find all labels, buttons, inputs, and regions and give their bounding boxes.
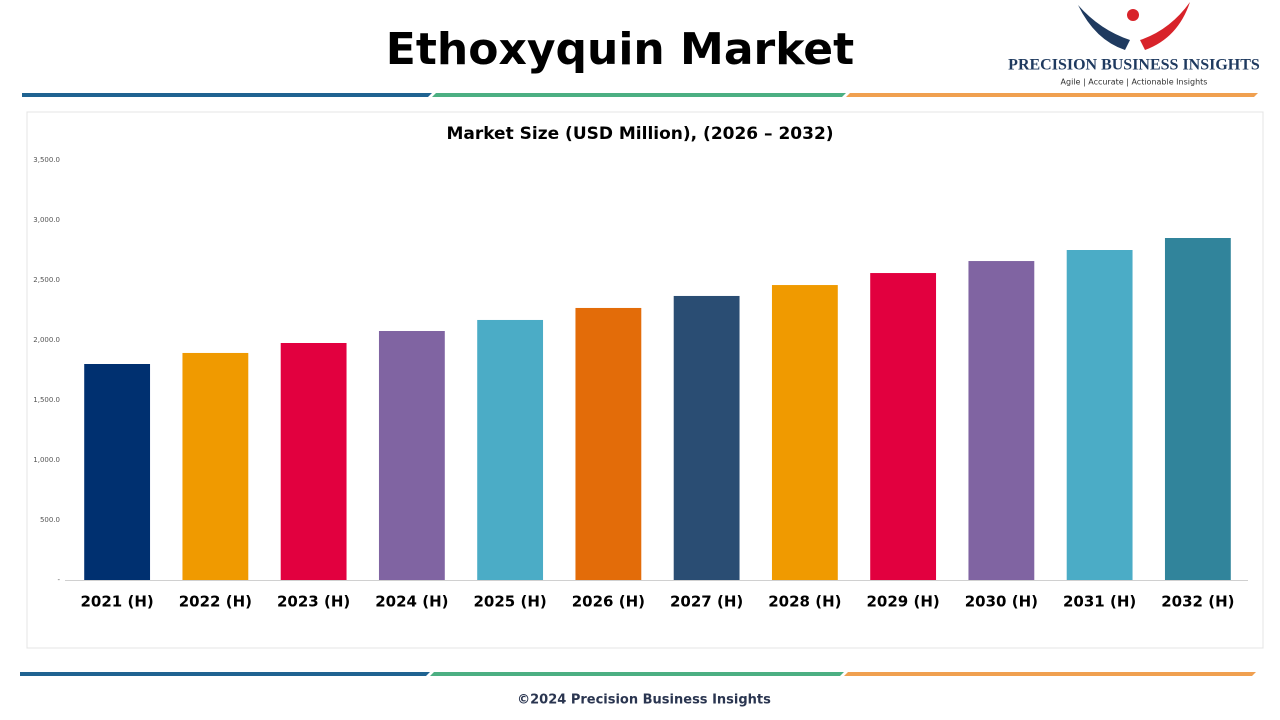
y-tick-label: 2,000.0 [33,336,60,344]
footer-copyright: ©2024 Precision Business Insights [517,693,771,708]
bar [84,364,151,580]
x-tick-label: 2024 (H) [375,593,448,611]
brand-tagline: Agile | Accurate | Actionable Insights [1061,78,1208,87]
x-tick-label: 2026 (H) [572,593,645,611]
x-tick-label: 2030 (H) [965,593,1038,611]
x-tick-label: 2023 (H) [277,593,350,611]
plot: - 500.0 1,000.0 1,500.0 2,000.0 2,500.0 3,000.… [33,156,1234,611]
y-tick-label: - [57,576,60,584]
bar [870,273,937,580]
bar [968,261,1035,580]
x-tick-label: 2031 (H) [1063,593,1136,611]
top-stripes [22,93,1258,97]
bar [182,352,249,580]
brand-name: PRECISION BUSINESS INSIGHTS [1008,57,1260,74]
x-tick-label: 2022 (H) [179,593,252,611]
bar [477,319,544,580]
logo-wing-left [1078,5,1130,50]
x-tick-label: 2029 (H) [867,593,940,611]
y-tick-label: 2,500.0 [33,276,60,284]
logo-wing-right [1140,2,1190,50]
y-tick-label: 1,000.0 [33,456,60,464]
y-tick-label: 3,500.0 [33,156,60,164]
x-tick-label: 2032 (H) [1161,593,1234,611]
bottom-stripes [20,672,1256,676]
bar [1066,250,1133,580]
logo: PRECISION BUSINESS INSIGHTS Agile | Accu… [1008,2,1260,87]
y-tick-label: 3,000.0 [33,216,60,224]
x-tick-label: 2025 (H) [474,593,547,611]
x-tick-label: 2027 (H) [670,593,743,611]
logo-head [1127,9,1139,21]
page-title: Ethoxyquin Market [386,24,854,75]
bar [378,331,445,580]
y-tick-label: 1,500.0 [33,396,60,404]
x-tick-label: 2028 (H) [768,593,841,611]
bar [280,343,347,580]
bar [771,285,838,580]
chart-title: Market Size (USD Million), (2026 – 2032) [446,124,833,144]
y-tick-label: 500.0 [40,516,60,524]
bar [575,307,642,580]
bar [1164,238,1231,580]
x-tick-label: 2021 (H) [81,593,154,611]
bar [673,295,740,580]
